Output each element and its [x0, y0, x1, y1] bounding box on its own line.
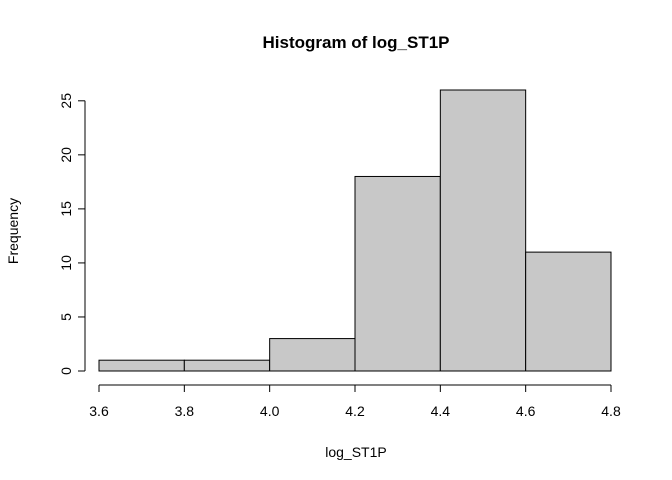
y-axis: 0 5 10 15 20 25	[58, 93, 86, 375]
y-tick-label-2: 10	[58, 255, 74, 271]
y-tick-label-0: 0	[58, 367, 74, 375]
y-axis-label: Frequency	[5, 198, 21, 264]
y-tick-label-5: 25	[58, 93, 74, 109]
x-tick-label-5: 4.6	[516, 403, 536, 419]
histogram-bar-4	[439, 89, 527, 372]
bars-group	[98, 89, 612, 372]
x-tick-label-4: 4.4	[431, 403, 451, 419]
x-axis-label: log_ST1P	[325, 444, 386, 460]
x-axis: 3.6 3.8 4.0 4.2 4.4 4.6 4.8	[89, 384, 621, 419]
x-tick-label-6: 4.8	[601, 403, 621, 419]
x-tick-label-1: 3.8	[175, 403, 195, 419]
x-tick-label-0: 3.6	[89, 403, 109, 419]
histogram-bar-5	[525, 251, 612, 372]
chart-title: Histogram of log_ST1P	[262, 33, 449, 52]
histogram-bar-0	[98, 359, 185, 372]
histogram-bar-1	[183, 359, 271, 372]
x-tick-label-2: 4.0	[260, 403, 280, 419]
y-tick-label-3: 15	[58, 201, 74, 217]
y-tick-label-4: 20	[58, 147, 74, 163]
y-tick-label-1: 5	[58, 313, 74, 321]
histogram-bar-3	[354, 175, 441, 372]
x-tick-label-3: 4.2	[345, 403, 365, 419]
histogram-bar-2	[269, 338, 356, 372]
